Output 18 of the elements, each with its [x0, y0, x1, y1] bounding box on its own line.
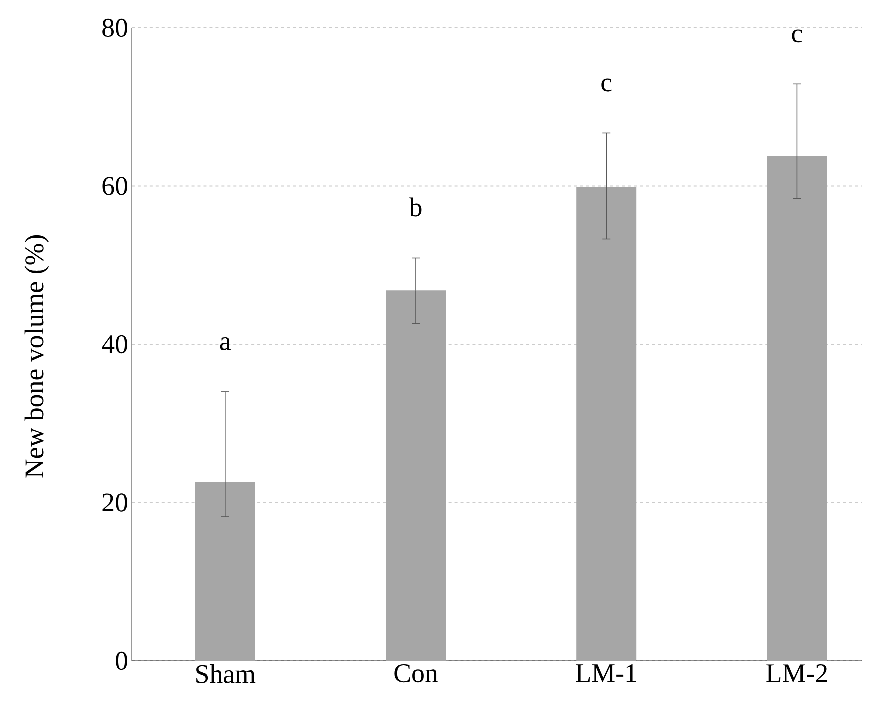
y-tick-label: 40	[102, 335, 128, 354]
y-tick-label: 0	[116, 652, 128, 670]
y-tick-label: 60	[102, 177, 128, 196]
x-tick-label: LM-2	[766, 664, 828, 682]
x-tick-label: LM-1	[576, 664, 636, 682]
annotation: c	[792, 30, 802, 43]
annotation: c	[602, 78, 612, 92]
bar	[195, 482, 256, 661]
y-axis-title: New bone volume (%)	[24, 236, 50, 478]
y-tick-label: 80	[102, 18, 128, 38]
annotation: a	[220, 338, 232, 350]
y-tick-label: 20	[102, 494, 128, 512]
x-tick-label: Con	[394, 664, 438, 683]
bar	[576, 187, 637, 661]
bar	[767, 156, 828, 661]
x-tick-label: Sham	[196, 664, 256, 684]
bar	[386, 290, 446, 661]
annotation: b	[409, 198, 422, 217]
